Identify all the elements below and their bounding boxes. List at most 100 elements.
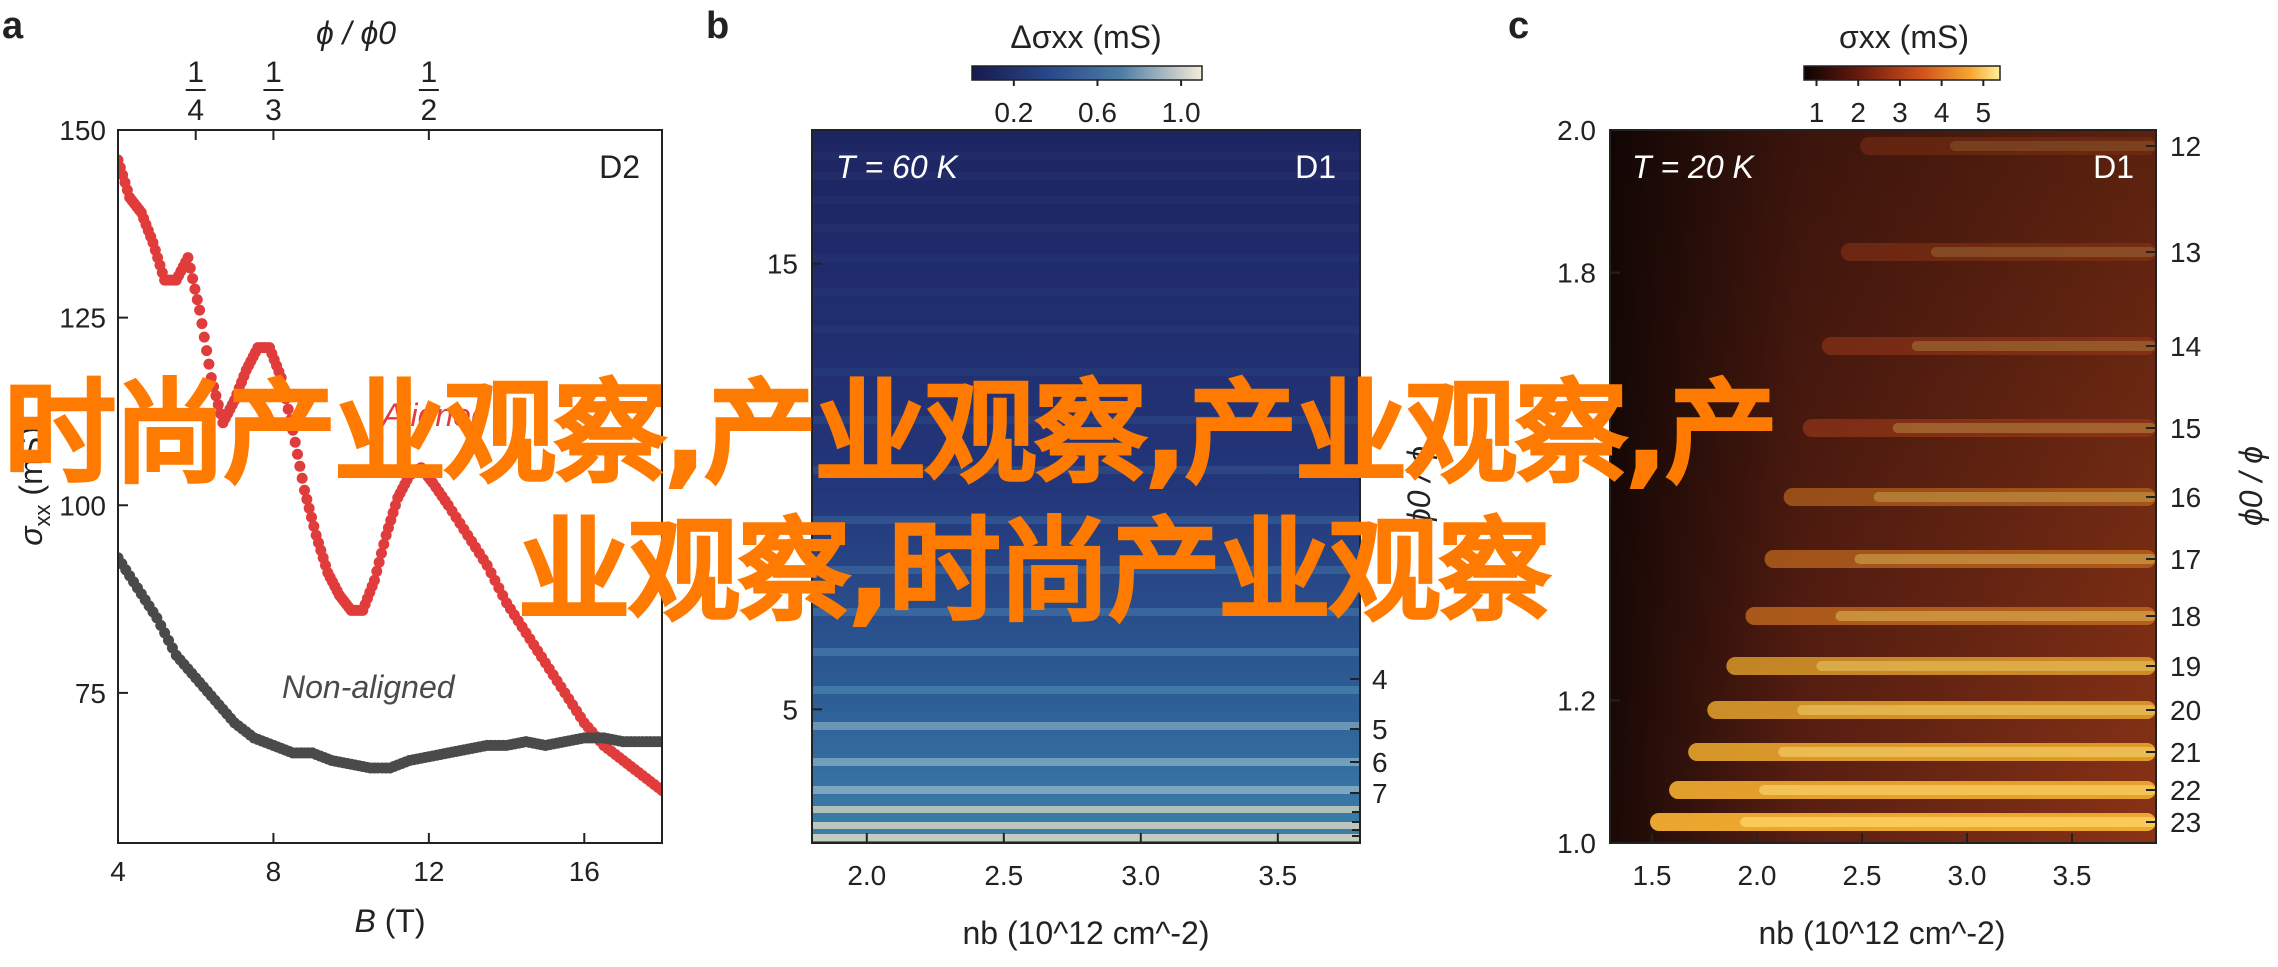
data-point-aligned xyxy=(306,511,318,523)
panel-c-colorbar xyxy=(1803,65,2001,81)
heatmap-band xyxy=(812,416,1360,424)
heatmap-band xyxy=(812,152,1360,160)
right-tick-label: 20 xyxy=(2170,695,2201,726)
x-tick-label: 1.5 xyxy=(1633,860,1672,891)
data-point-aligned xyxy=(187,273,199,285)
data-point-aligned xyxy=(308,520,320,532)
panel-b-condition: T = 60 K xyxy=(836,149,960,185)
data-point-aligned xyxy=(182,252,194,264)
right-tick-label: 21 xyxy=(2170,737,2201,768)
panel-b-colorbar xyxy=(971,65,1203,81)
right-tick-label: 16 xyxy=(2170,482,2201,513)
panel-c-right-axis-label: ϕ0 / ϕ xyxy=(2233,446,2269,526)
y-tick-label: 2.0 xyxy=(1557,115,1596,146)
x-tick-label: 2.0 xyxy=(847,860,886,891)
data-point-aligned xyxy=(656,784,662,796)
colorbar-tick-label: 1.0 xyxy=(1162,97,1201,128)
data-point-aligned xyxy=(375,547,387,559)
x-tick-label: 3.5 xyxy=(1258,860,1297,891)
panel-a-letter: a xyxy=(2,5,24,47)
heatmap-band xyxy=(812,648,1360,656)
colorbar-tick-label: 2 xyxy=(1850,97,1866,128)
data-point-aligned xyxy=(205,372,217,384)
right-tick-label: 12 xyxy=(2170,131,2201,162)
panel-c-heatmap xyxy=(1610,130,2156,843)
heatmap-band xyxy=(812,326,1360,334)
data-point-aligned xyxy=(203,358,215,370)
data-point-aligned xyxy=(282,403,294,415)
panel-c-frame xyxy=(1609,129,2157,844)
panel-b-right-axis-label: ϕ0 / ϕ xyxy=(1401,446,1437,526)
top-tick-numerator: 1 xyxy=(421,56,438,89)
data-point-aligned xyxy=(210,390,222,402)
data-point-non-aligned xyxy=(656,736,662,748)
heatmap-band xyxy=(812,758,1360,766)
data-point-aligned xyxy=(285,414,297,426)
colorbar-tick-label: 5 xyxy=(1976,97,1992,128)
right-tick-label: 4 xyxy=(1372,664,1388,695)
data-point-aligned xyxy=(191,294,203,306)
panel-b-xlabel: nb (10^12 cm^-2) xyxy=(962,915,1209,951)
data-point-aligned xyxy=(294,460,306,472)
colorbar-tick-label: 3 xyxy=(1892,97,1908,128)
panel-a-top-axis-label: ϕ / ϕ0 xyxy=(316,15,396,51)
x-tick-label: 2.5 xyxy=(1843,860,1882,891)
data-point-aligned xyxy=(296,472,308,484)
right-tick-label: 22 xyxy=(2170,775,2201,806)
y-tick-label: 1.0 xyxy=(1557,828,1596,859)
heatmap-band xyxy=(812,288,1360,296)
y-tick-label: 15 xyxy=(767,249,798,280)
heatmap-band xyxy=(812,224,1360,232)
heatmap-band xyxy=(812,608,1360,616)
top-tick-denominator: 2 xyxy=(421,94,438,127)
colorbar-tick-label: 0.6 xyxy=(1078,97,1117,128)
data-point-aligned xyxy=(299,484,311,496)
panel-a-device-label: D2 xyxy=(599,149,640,185)
data-point-aligned xyxy=(378,538,390,550)
legend-non-aligned: Non-aligned xyxy=(282,669,456,705)
data-point-aligned xyxy=(287,424,299,436)
panel-a-frame xyxy=(117,129,663,844)
heatmap-band xyxy=(812,822,1360,829)
top-tick-numerator: 1 xyxy=(187,56,204,89)
y-tick-label: 100 xyxy=(59,490,106,521)
panel-c: c 1.5 2.0 2.5 3.0 3.51.01.21.82.012131415161… xyxy=(1508,5,2269,951)
panel-a-plot xyxy=(118,154,662,796)
data-point-aligned xyxy=(184,262,196,274)
panel-b-frame xyxy=(811,129,1361,844)
colorbar-tick-label: 4 xyxy=(1934,97,1950,128)
right-tick-label: 5 xyxy=(1372,714,1388,745)
data-point-aligned xyxy=(368,574,380,586)
panel-c-letter: c xyxy=(1508,5,1529,47)
right-tick-label: 7 xyxy=(1372,778,1388,809)
heatmap-band xyxy=(812,786,1360,794)
data-point-aligned xyxy=(280,393,292,405)
data-point-aligned xyxy=(292,448,304,460)
data-point-aligned xyxy=(194,304,206,316)
panel-b-colorbar-ticks: 0.2 0.6 1.0 xyxy=(994,80,1201,128)
right-tick-label: 14 xyxy=(2170,331,2201,362)
panel-b-letter: b xyxy=(706,5,729,47)
data-point-aligned xyxy=(198,331,210,343)
heatmap-band xyxy=(812,516,1360,524)
panel-b-heatmap xyxy=(812,130,1360,843)
y-tick-label: 150 xyxy=(59,115,106,146)
y-tick-label: 75 xyxy=(75,678,106,709)
top-tick-denominator: 3 xyxy=(265,94,282,127)
data-point-aligned xyxy=(278,382,290,394)
data-point-aligned xyxy=(189,283,201,295)
data-point-aligned xyxy=(371,565,383,577)
right-tick-label: 19 xyxy=(2170,651,2201,682)
x-tick-label: 16 xyxy=(569,856,600,887)
colorbar-tick-label: 1 xyxy=(1809,97,1825,128)
data-point-aligned xyxy=(201,345,213,357)
x-tick-label: 4 xyxy=(110,856,126,887)
y-tick-label: 5 xyxy=(782,694,798,725)
right-tick-label: 15 xyxy=(2170,413,2201,444)
x-tick-label: 2.0 xyxy=(1738,860,1777,891)
x-tick-label: 12 xyxy=(413,856,444,887)
x-tick-label: 3.5 xyxy=(2053,860,2092,891)
